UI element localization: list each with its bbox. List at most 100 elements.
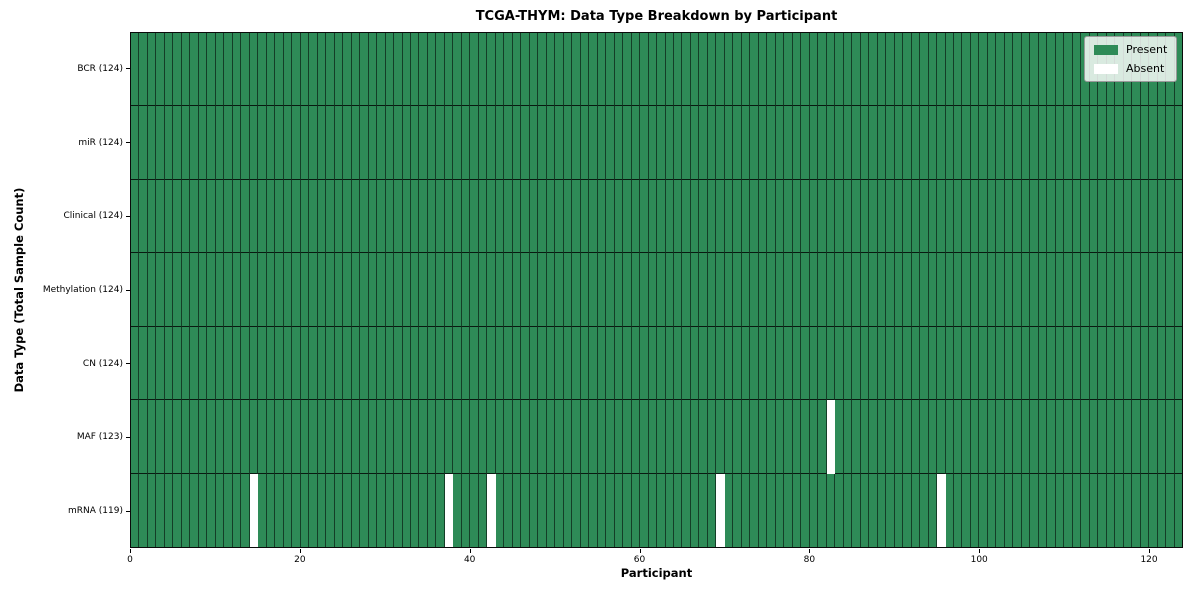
cell-present (911, 106, 921, 180)
cell-present (869, 179, 878, 254)
cell-present (648, 179, 658, 254)
cell-present (241, 33, 250, 107)
cell-present (156, 106, 165, 180)
cell-present (843, 473, 853, 547)
cell-present (394, 326, 403, 401)
cell-present (131, 473, 140, 547)
cell-present (232, 179, 242, 254)
cell-present (453, 326, 462, 401)
cell-present (1055, 253, 1065, 327)
cell-present (190, 33, 199, 107)
cell-present (835, 473, 844, 547)
cell-present (139, 473, 148, 547)
cell-present (343, 106, 352, 180)
cell-present (674, 473, 683, 547)
cell-present (461, 179, 471, 254)
cell-present (419, 400, 428, 474)
cell-present (996, 253, 1005, 327)
cell-present (334, 33, 344, 107)
cell-present (1072, 106, 1082, 180)
cell-present (173, 179, 182, 254)
cell-present (164, 179, 174, 254)
cell-present (1089, 253, 1099, 327)
cell-present (1013, 253, 1022, 327)
cell-present (546, 33, 556, 107)
cell-present (275, 106, 284, 180)
cell-present (317, 400, 327, 474)
cell-present (792, 253, 802, 327)
cell-present (470, 106, 479, 180)
cell-present (164, 253, 174, 327)
cell-present (1081, 253, 1090, 327)
cell-present (962, 179, 971, 254)
cell-present (521, 253, 530, 327)
cell-present (224, 253, 233, 327)
cell-present (521, 400, 530, 474)
cell-present (597, 326, 607, 401)
cell-present (300, 326, 310, 401)
cell-present (623, 33, 632, 107)
cell-present (826, 33, 836, 107)
cell-present (283, 33, 293, 107)
cell-present (784, 326, 793, 401)
cell-present (953, 33, 963, 107)
cell-present (207, 400, 216, 474)
cell-present (1157, 473, 1167, 547)
cell-present (521, 33, 530, 107)
cell-present (835, 33, 844, 107)
cell-present (487, 326, 496, 401)
cell-present (275, 33, 284, 107)
cell-present (538, 253, 547, 327)
cell-present (410, 326, 420, 401)
cell-present (377, 473, 386, 547)
cell-present (487, 106, 496, 180)
cell-present (1030, 253, 1039, 327)
cell-present (911, 326, 921, 401)
cell-present (249, 106, 259, 180)
cell-present (741, 253, 751, 327)
cell-present (699, 253, 708, 327)
cell-present (156, 473, 165, 547)
cell-present (343, 33, 352, 107)
cell-present (1132, 179, 1141, 254)
cell-present (877, 33, 887, 107)
cell-present (292, 326, 301, 401)
cell-present (665, 33, 674, 107)
cell-present (869, 106, 878, 180)
cell-present (394, 400, 403, 474)
cell-present (461, 253, 471, 327)
cell-present (521, 473, 530, 547)
cell-present (215, 33, 225, 107)
cell-present (767, 473, 776, 547)
cell-present (843, 179, 853, 254)
cell-present (792, 106, 802, 180)
cell-present (249, 400, 259, 474)
y-slot: miR (124) (0, 106, 130, 180)
cell-present (343, 179, 352, 254)
cell-present (657, 473, 666, 547)
cell-present (181, 33, 191, 107)
y-tick-label: Methylation (124) (42, 285, 123, 296)
cell-present (937, 400, 946, 474)
cell-present (589, 179, 598, 254)
cell-present (1021, 33, 1031, 107)
cell-present (657, 400, 666, 474)
cell-present (461, 400, 471, 474)
cell-present (580, 253, 590, 327)
cell-present (962, 106, 971, 180)
cell-present (190, 179, 199, 254)
cell-present (394, 253, 403, 327)
cell-present (818, 400, 827, 474)
cell-present (792, 33, 802, 107)
cell-present (597, 179, 607, 254)
cell-present (1072, 473, 1082, 547)
cell-present (521, 106, 530, 180)
cell-present (368, 179, 378, 254)
cell-present (928, 33, 938, 107)
cell-present (164, 473, 174, 547)
cell-present (631, 473, 641, 547)
cell-present (724, 33, 734, 107)
cell-present (801, 253, 810, 327)
cell-present (852, 33, 861, 107)
cell-present (1157, 253, 1167, 327)
